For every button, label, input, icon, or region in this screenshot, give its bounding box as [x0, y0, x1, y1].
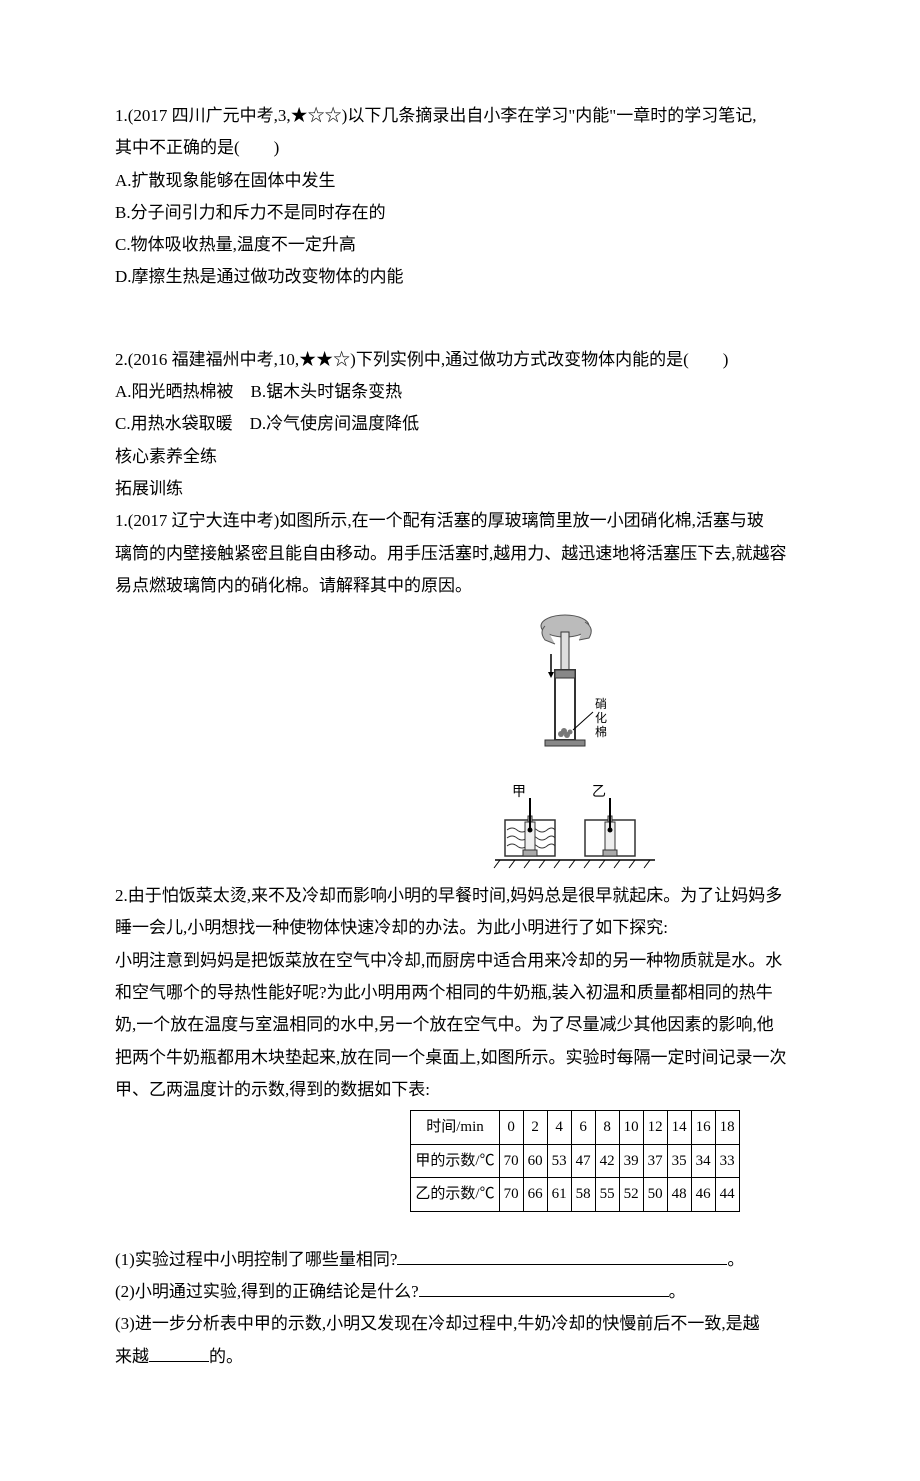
p2-line3: 小明注意到妈妈是把饭菜放在空气中冷却,而厨房中适合用来冷却的另一种物质就是水。水: [115, 945, 920, 977]
yi-3: 58: [571, 1178, 595, 1212]
label-jia: 甲: [512, 785, 526, 800]
p2-line7: 甲、乙两温度计的示数,得到的数据如下表:: [115, 1074, 920, 1106]
q1-option-a: A.扩散现象能够在固体中发生: [115, 165, 920, 197]
blank-2[interactable]: [419, 1279, 669, 1297]
table-row-yi: 乙的示数/℃ 70 66 61 58 55 52 50 48 46 44: [411, 1178, 739, 1212]
p2-line6: 把两个牛奶瓶都用木块垫起来,放在同一个桌面上,如图所示。实验时每隔一定时间记录一…: [115, 1042, 920, 1074]
p2-line1: 2.由于怕饭菜太烫,来不及冷却而影响小明的早餐时间,妈妈总是很早就起床。为了让妈…: [115, 880, 920, 912]
q1-stem-line2: 其中不正确的是( ): [115, 132, 920, 164]
jia-7: 35: [667, 1144, 691, 1178]
core-heading-1: 核心素养全练: [115, 441, 920, 473]
p2-line2: 睡一会儿,小明想找一种使物体快速冷却的办法。为此小明进行了如下探究:: [115, 912, 920, 944]
jia-4: 42: [595, 1144, 619, 1178]
jia-6: 37: [643, 1144, 667, 1178]
yi-6: 50: [643, 1178, 667, 1212]
blank-1[interactable]: [397, 1247, 727, 1265]
q1-option-b: B.分子间引力和斥力不是同时存在的: [115, 197, 920, 229]
jia-9: 33: [715, 1144, 739, 1178]
yi-4: 55: [595, 1178, 619, 1212]
header-jia: 甲的示数/℃: [411, 1144, 499, 1178]
sub-q1-tail: 。: [727, 1250, 744, 1269]
time-4: 8: [595, 1111, 619, 1145]
jia-5: 39: [619, 1144, 643, 1178]
p1-line3: 易点燃玻璃筒内的硝化棉。请解释其中的原因。: [115, 570, 920, 602]
blank-3[interactable]: [149, 1344, 209, 1362]
q2-options-ab: A.阳光晒热棉被 B.锯木头时锯条变热: [115, 376, 920, 408]
beakers-figure: 甲 乙: [490, 780, 660, 870]
svg-text:棉: 棉: [595, 725, 607, 739]
figure-container: 硝 化 棉: [115, 612, 920, 870]
yi-5: 52: [619, 1178, 643, 1212]
time-6: 12: [643, 1111, 667, 1145]
data-table: 时间/min 0 2 4 6 8 10 12 14 16 18 甲的示数/℃ 7…: [410, 1110, 739, 1212]
svg-text:化: 化: [595, 711, 607, 725]
time-0: 0: [499, 1111, 523, 1145]
q1-option-d: D.摩擦生热是通过做功改变物体的内能: [115, 261, 920, 293]
sub-q3-line1: (3)进一步分析表中甲的示数,小明又发现在冷却过程中,牛奶冷却的快慢前后不一致,…: [115, 1308, 920, 1340]
p1-line1: 1.(2017 辽宁大连中考)如图所示,在一个配有活塞的厚玻璃筒里放一小团硝化棉…: [115, 505, 920, 537]
sub-q3-pre: 来越: [115, 1347, 149, 1366]
table-row-jia: 甲的示数/℃ 70 60 53 47 42 39 37 35 34 33: [411, 1144, 739, 1178]
sub-q2: (2)小明通过实验,得到的正确结论是什么? 。: [115, 1276, 920, 1308]
sub-q2-text: (2)小明通过实验,得到的正确结论是什么?: [115, 1282, 419, 1301]
yi-2: 61: [547, 1178, 571, 1212]
yi-9: 44: [715, 1178, 739, 1212]
sub-q1-text: (1)实验过程中小明控制了哪些量相同?: [115, 1250, 397, 1269]
time-2: 4: [547, 1111, 571, 1145]
sub-q1: (1)实验过程中小明控制了哪些量相同? 。: [115, 1244, 920, 1276]
p2-line5: 奶,一个放在温度与室温相同的水中,另一个放在空气中。为了尽量减少其他因素的影响,…: [115, 1009, 920, 1041]
sub-q2-tail: 。: [669, 1282, 686, 1301]
time-1: 2: [523, 1111, 547, 1145]
q1-stem-line1: 1.(2017 四川广元中考,3,★☆☆)以下几条摘录出自小李在学习"内能"一章…: [115, 100, 920, 132]
header-time: 时间/min: [411, 1111, 499, 1145]
piston-figure: 硝 化 棉: [515, 612, 635, 762]
table-row-header: 时间/min 0 2 4 6 8 10 12 14 16 18: [411, 1111, 739, 1145]
header-yi: 乙的示数/℃: [411, 1178, 499, 1212]
q2-stem: 2.(2016 福建福州中考,10,★★☆)下列实例中,通过做功方式改变物体内能…: [115, 344, 920, 376]
jia-3: 47: [571, 1144, 595, 1178]
p2-line4: 和空气哪个的导热性能好呢?为此小明用两个相同的牛奶瓶,装入初温和质量都相同的热牛: [115, 977, 920, 1009]
yi-1: 66: [523, 1178, 547, 1212]
page-number: 3: [115, 1403, 920, 1432]
q1-option-c: C.物体吸收热量,温度不一定升高: [115, 229, 920, 261]
jia-2: 53: [547, 1144, 571, 1178]
nitro-label: 硝: [595, 697, 607, 711]
jia-0: 70: [499, 1144, 523, 1178]
yi-8: 46: [691, 1178, 715, 1212]
yi-0: 70: [499, 1178, 523, 1212]
yi-7: 48: [667, 1178, 691, 1212]
jia-8: 34: [691, 1144, 715, 1178]
p1-line2: 璃筒的内壁接触紧密且能自由移动。用手压活塞时,越用力、越迅速地将活塞压下去,就越…: [115, 538, 920, 570]
sub-q3-line2: 来越 的。: [115, 1341, 920, 1373]
time-5: 10: [619, 1111, 643, 1145]
q2-options-cd: C.用热水袋取暖 D.冷气使房间温度降低: [115, 408, 920, 440]
sub-q3-post: 的。: [209, 1347, 243, 1366]
jia-1: 60: [523, 1144, 547, 1178]
label-yi: 乙: [592, 784, 606, 800]
core-heading-2: 拓展训练: [115, 473, 920, 505]
time-8: 16: [691, 1111, 715, 1145]
time-9: 18: [715, 1111, 739, 1145]
time-3: 6: [571, 1111, 595, 1145]
time-7: 14: [667, 1111, 691, 1145]
